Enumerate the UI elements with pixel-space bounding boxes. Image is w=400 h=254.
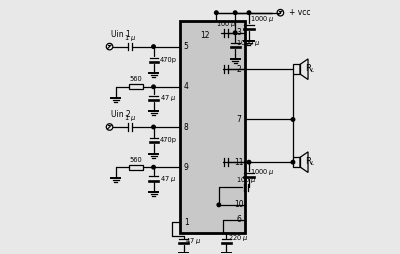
Text: 1000 $\mu$: 1000 $\mu$ bbox=[236, 38, 261, 48]
Text: 6: 6 bbox=[236, 215, 241, 225]
Circle shape bbox=[291, 118, 295, 121]
Text: 560: 560 bbox=[130, 76, 142, 82]
Text: 1000 $\mu$: 1000 $\mu$ bbox=[250, 167, 275, 177]
Bar bbox=[129, 165, 143, 170]
Circle shape bbox=[247, 161, 251, 164]
Circle shape bbox=[234, 11, 237, 14]
Text: 470p: 470p bbox=[160, 57, 177, 63]
Circle shape bbox=[247, 11, 251, 14]
Text: 1 $\mu$: 1 $\mu$ bbox=[124, 114, 136, 123]
Text: 12: 12 bbox=[200, 31, 210, 40]
Text: 7: 7 bbox=[236, 115, 241, 124]
Text: Uin 1: Uin 1 bbox=[111, 29, 130, 39]
Bar bbox=[129, 84, 143, 89]
Text: 11: 11 bbox=[234, 158, 244, 167]
Text: 5: 5 bbox=[184, 42, 189, 51]
Text: 470p: 470p bbox=[160, 137, 177, 143]
Circle shape bbox=[152, 85, 155, 89]
Bar bbox=[294, 65, 300, 74]
Text: 8: 8 bbox=[184, 122, 188, 132]
Text: 1000 $\mu$: 1000 $\mu$ bbox=[250, 14, 275, 24]
Circle shape bbox=[152, 165, 155, 169]
Text: 10: 10 bbox=[234, 200, 244, 209]
Circle shape bbox=[152, 125, 155, 129]
Text: 560: 560 bbox=[130, 157, 142, 163]
Text: Uin 2: Uin 2 bbox=[111, 110, 130, 119]
Circle shape bbox=[291, 161, 295, 164]
Text: 47 $\mu$: 47 $\mu$ bbox=[185, 235, 201, 246]
Circle shape bbox=[152, 45, 155, 48]
Text: 9: 9 bbox=[184, 163, 189, 172]
Text: R$_L$: R$_L$ bbox=[305, 156, 316, 168]
Bar bbox=[294, 157, 300, 167]
Text: 100 $\mu$: 100 $\mu$ bbox=[236, 175, 256, 185]
Text: 100 $\mu$: 100 $\mu$ bbox=[216, 19, 236, 29]
Text: 1 $\mu$: 1 $\mu$ bbox=[124, 33, 136, 43]
Text: + vcc: + vcc bbox=[289, 8, 311, 17]
Text: 47 $\mu$: 47 $\mu$ bbox=[160, 173, 176, 183]
Circle shape bbox=[217, 203, 221, 207]
Text: 3: 3 bbox=[236, 28, 241, 37]
Circle shape bbox=[234, 31, 237, 35]
Text: 1: 1 bbox=[184, 218, 188, 227]
Text: 47 $\mu$: 47 $\mu$ bbox=[160, 93, 176, 103]
Circle shape bbox=[214, 11, 218, 14]
Text: 2: 2 bbox=[236, 65, 241, 74]
Text: 220 $\mu$: 220 $\mu$ bbox=[228, 233, 248, 243]
Text: R$_L$: R$_L$ bbox=[305, 63, 316, 75]
Bar bbox=[180, 22, 245, 232]
Text: 4: 4 bbox=[184, 82, 189, 91]
